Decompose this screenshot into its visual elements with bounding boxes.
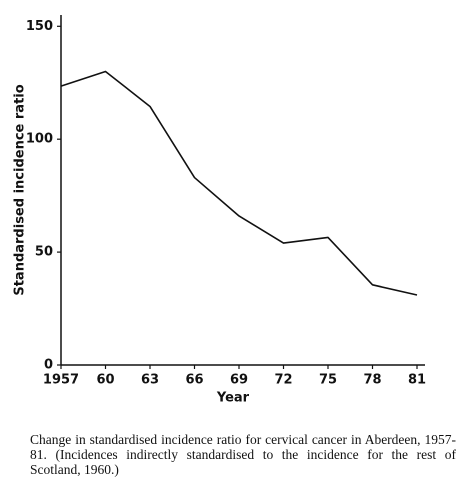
x-tick-label: 72 bbox=[274, 373, 292, 388]
chart: Standardised incidence ratio Year 0 50 100… bbox=[13, 15, 426, 406]
y-tick-label: 50 bbox=[35, 245, 53, 260]
x-tick-label: 63 bbox=[141, 373, 159, 388]
x-tick-label: 81 bbox=[408, 373, 426, 388]
y-tick-label: 0 bbox=[44, 358, 53, 373]
x-tick-label: 66 bbox=[185, 373, 203, 388]
x-tick-label: 69 bbox=[230, 373, 248, 388]
x-tick-label: 75 bbox=[319, 373, 337, 388]
x-tick-label: 78 bbox=[363, 373, 381, 388]
y-tick-label: 100 bbox=[26, 132, 53, 147]
y-tick-label: 150 bbox=[26, 19, 53, 34]
x-tick-label: 1957 bbox=[43, 373, 79, 388]
y-axis-label: Standardised incidence ratio bbox=[13, 84, 28, 295]
x-tick-label: 60 bbox=[96, 373, 114, 388]
caption: Change in standardised incidence ratio f… bbox=[30, 432, 456, 477]
data-line bbox=[60, 70, 418, 296]
x-axis-label: Year bbox=[216, 391, 250, 406]
